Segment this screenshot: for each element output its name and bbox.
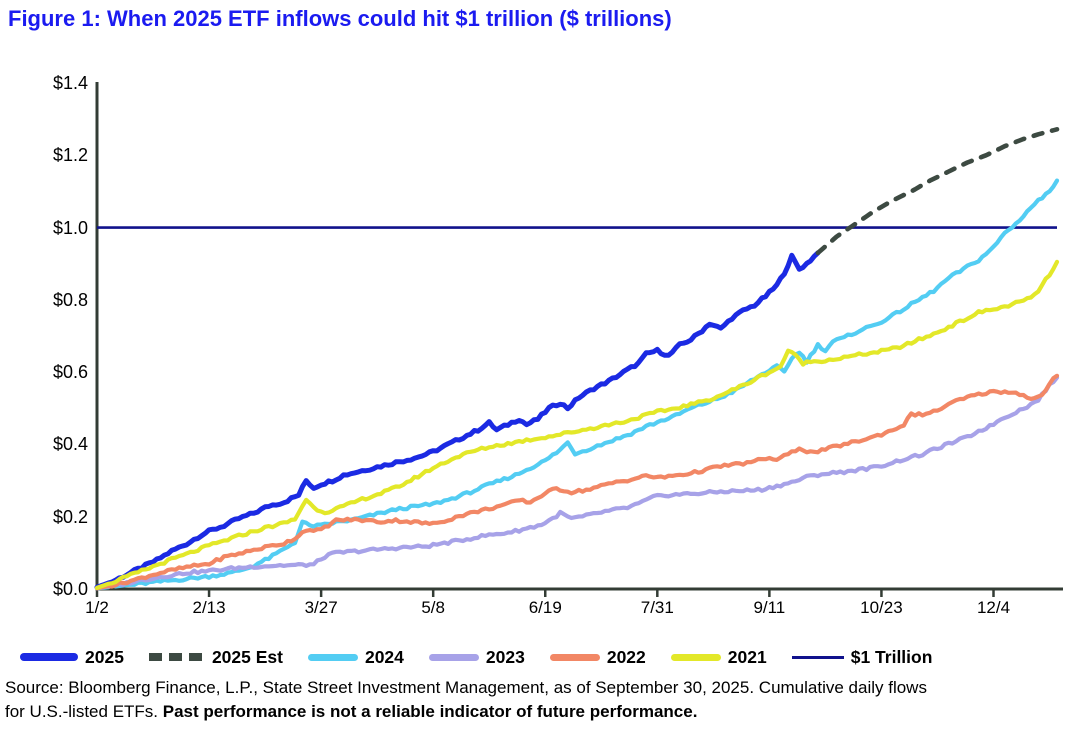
series-line-2025 [94,250,821,590]
figure-title: Figure 1: When 2025 ETF inflows could hi… [8,6,672,31]
y-axis-tick-label: $1.4 [52,73,88,93]
legend-item-2025-est: 2025 Est [148,646,283,668]
legend-label: 2025 Est [211,646,283,667]
y-axis-tick-label: $0.4 [52,434,88,455]
series-line-2021 [94,259,1060,590]
series-line-2023 [94,375,1060,591]
y-axis-tick-label: $0.6 [52,362,88,383]
legend-swatch-2024 [307,653,358,661]
legend-swatch-2021 [670,653,721,661]
chart-legend: 2025 2025 Est 2024 2023 2022 2021 $1 Tri… [20,645,1076,669]
legend-item-2025: 2025 [20,647,124,668]
series-line-2024 [94,178,1060,591]
legend-item-1-trillion: $1 Trillion [791,646,933,668]
source-disclaimer: Past performance is not a reliable indic… [162,702,698,721]
y-axis-tick-label: $1.0 [52,217,88,238]
x-axis-tick-label: 7/31 [640,598,674,617]
legend-swatch-2025 [20,653,78,661]
x-axis-tick-label: 5/8 [421,598,445,617]
legend-swatch-2023 [428,653,479,661]
series-line-2025-est [815,127,1060,256]
source-line-2: for U.S.-listed ETFs. [5,702,163,721]
y-axis-tick-label: $0.0 [52,579,88,599]
legend-swatch-2022 [549,653,600,661]
legend-item-2022: 2022 [549,646,646,668]
x-axis-tick-label: 9/11 [753,598,786,617]
legend-label: $1 Trillion [850,646,933,667]
legend-label: 2023 [485,646,525,667]
x-axis-tick-label: 10/23 [860,598,903,617]
y-axis-tick-label: $0.2 [52,506,88,527]
y-axis-tick-label: $1.2 [52,145,88,166]
y-axis-tick-label: $0.8 [52,289,88,310]
legend-swatch-1-trillion [791,655,844,659]
legend-item-2023: 2023 [428,646,525,668]
source-line-1: Source: Bloomberg Finance, L.P., State S… [5,678,927,697]
x-axis-tick-label: 1/2 [85,598,109,617]
legend-label: 2025 [85,646,124,667]
legend-label: 2024 [364,646,404,667]
legend-swatch-2025-est [148,653,205,661]
legend-label: 2022 [606,646,646,667]
legend-label: 2021 [727,646,767,667]
x-axis-tick-label: 3/27 [304,598,338,617]
legend-item-2024: 2024 [307,646,404,668]
x-axis-tick-label: 6/19 [528,598,562,617]
series-line-2022 [94,373,1060,591]
x-axis-tick-label: 12/4 [976,598,1011,617]
x-axis-tick-label: 2/13 [192,598,226,617]
source-note: Source: Bloomberg Finance, L.P., State S… [5,676,1085,724]
legend-item-2021: 2021 [670,646,767,668]
